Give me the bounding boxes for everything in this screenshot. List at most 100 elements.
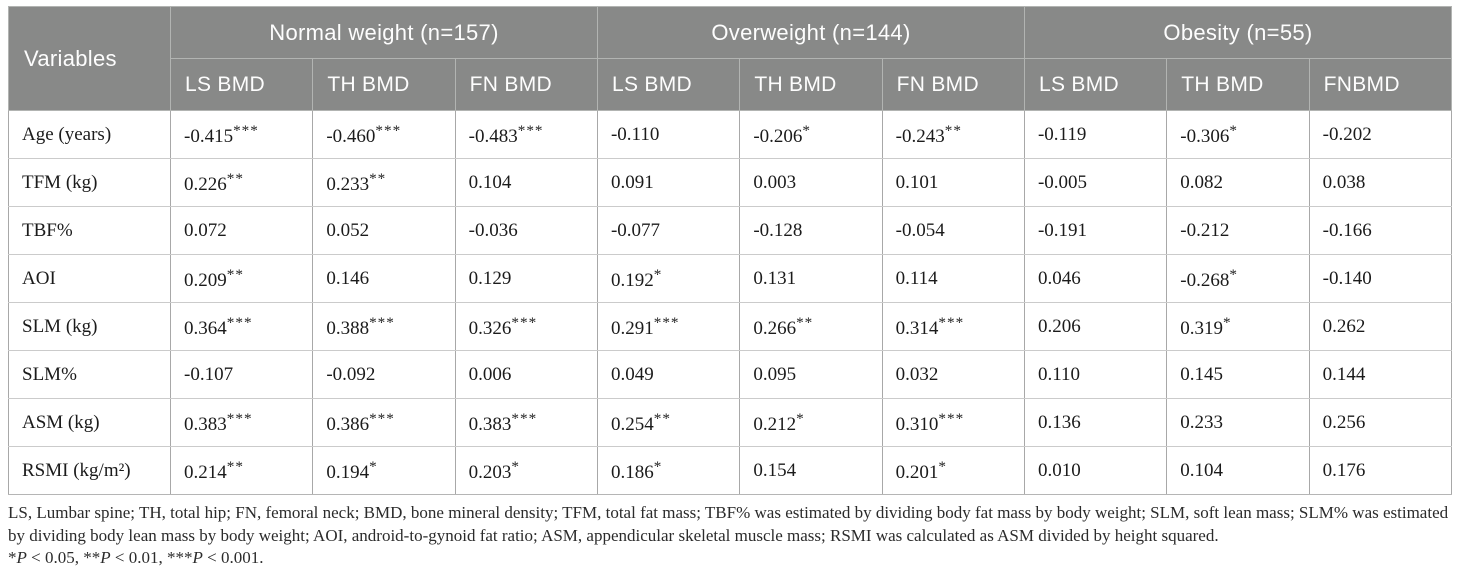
significance-stars: *: [938, 457, 947, 475]
cell-value: 0.186*: [596, 446, 741, 495]
cell-value: -0.306*: [1166, 110, 1310, 159]
significance-stars: **: [369, 169, 387, 187]
cell-value: 0.129: [454, 254, 598, 303]
cell-value: -0.415***: [169, 110, 314, 159]
col-header: LS BMD: [169, 58, 314, 111]
cell-value: 0.319*: [1166, 302, 1310, 351]
cell-value: 0.256: [1308, 398, 1453, 447]
cell-value: 0.104: [454, 158, 598, 207]
table-row: RSMI (kg/m²) 0.214** 0.194* 0.203* 0.186* 0.1…: [8, 446, 1453, 495]
significance-stars: ***: [511, 313, 538, 331]
significance-stars: ***: [375, 121, 402, 139]
cell-value: 0.226**: [169, 158, 314, 207]
cell-value: 0.176: [1308, 446, 1453, 495]
col-header: FNBMD: [1308, 58, 1453, 111]
col-header: FN BMD: [454, 58, 598, 111]
significance-note: *P < 0.05, **P < 0.01, ***P < 0.001.: [8, 548, 264, 568]
variable-label: SLM (kg): [8, 302, 171, 351]
cell-value: 0.326***: [454, 302, 598, 351]
table-body: Age (years) -0.415*** -0.460*** -0.483*** -0…: [8, 110, 1453, 495]
group-header-row: Variables Normal weight (n=157) Overweig…: [8, 6, 1453, 111]
significance-stars: *: [369, 457, 378, 475]
cell-value: 0.038: [1308, 158, 1453, 207]
significance-stars: *: [653, 265, 663, 283]
table-row: SLM% -0.107 -0.092 0.006 0.049 0.095 0.032 0.11…: [8, 350, 1453, 399]
group-header-overweight: Overweight (n=144): [596, 6, 1025, 59]
cell-value: 0.206: [1023, 302, 1168, 351]
significance-stars: ***: [511, 409, 538, 427]
significance-stars: ***: [938, 313, 965, 331]
significance-stars: ***: [938, 409, 965, 427]
cell-value: 0.131: [739, 254, 883, 303]
correlation-table: Variables Normal weight (n=157) Overweig…: [8, 6, 1453, 495]
col-header: LS BMD: [596, 58, 741, 111]
group-header-normal-weight: Normal weight (n=157): [170, 6, 598, 59]
cell-value: -0.119: [1023, 110, 1168, 159]
cell-value: 0.233**: [312, 158, 456, 207]
cell-value: -0.036: [454, 206, 598, 255]
significance-stars: **: [226, 457, 244, 475]
cell-value: 0.262: [1308, 302, 1453, 351]
cell-value: -0.206*: [739, 110, 883, 159]
significance-stars: **: [653, 409, 671, 427]
footnote-abbreviations: LS, Lumbar spine; TH, total hip; FN, fem…: [8, 503, 1449, 545]
cell-value: 0.314***: [881, 302, 1025, 351]
table-row: SLM (kg) 0.364*** 0.388*** 0.326*** 0.291***…: [8, 302, 1453, 351]
cell-value: 0.101: [881, 158, 1025, 207]
group-header-obesity: Obesity (n=55): [1023, 6, 1453, 59]
table-row: AOI 0.209** 0.146 0.129 0.192* 0.131 0.114 0.04…: [8, 254, 1453, 303]
table-row: TFM (kg) 0.226** 0.233** 0.104 0.091 0.003 0.1…: [8, 158, 1453, 207]
col-header: TH BMD: [312, 58, 456, 111]
table-footnote: LS, Lumbar spine; TH, total hip; FN, fem…: [8, 502, 1452, 570]
significance-stars: ***: [369, 313, 395, 331]
cell-value: -0.166: [1308, 206, 1453, 255]
significance-stars: *: [1229, 265, 1238, 283]
cell-value: 0.052: [312, 206, 456, 255]
variable-label: RSMI (kg/m²): [8, 446, 171, 495]
cell-value: 0.049: [596, 350, 741, 399]
cell-value: 0.214**: [169, 446, 314, 495]
cell-value: 0.364***: [169, 302, 314, 351]
cell-value: 0.144: [1308, 350, 1453, 399]
significance-stars: *: [1229, 121, 1238, 139]
cell-value: 0.388***: [312, 302, 456, 351]
cell-value: 0.154: [739, 446, 883, 495]
significance-stars: ***: [226, 313, 253, 331]
cell-value: -0.128: [739, 206, 883, 255]
significance-stars: *: [802, 121, 811, 139]
cell-value: 0.212*: [739, 398, 883, 447]
cell-value: 0.201*: [881, 446, 1025, 495]
cell-value: 0.209**: [169, 254, 314, 303]
cell-value: 0.254**: [596, 398, 741, 447]
cell-value: 0.146: [312, 254, 456, 303]
col-header: TH BMD: [1166, 58, 1310, 111]
variable-label: ASM (kg): [8, 398, 171, 447]
cell-value: 0.310***: [881, 398, 1025, 447]
cell-value: 0.072: [169, 206, 314, 255]
col-header: TH BMD: [739, 58, 883, 111]
significance-stars: *: [653, 457, 663, 475]
cell-value: -0.483***: [454, 110, 598, 159]
variable-label: AOI: [8, 254, 171, 303]
table-row: Age (years) -0.415*** -0.460*** -0.483*** -0…: [8, 110, 1453, 159]
significance-stars: ***: [233, 121, 259, 139]
significance-stars: *: [1223, 313, 1232, 331]
significance-stars: ***: [369, 409, 395, 427]
cell-value: 0.104: [1166, 446, 1310, 495]
cell-value: 0.046: [1023, 254, 1168, 303]
cell-value: -0.191: [1023, 206, 1168, 255]
cell-value: -0.054: [881, 206, 1025, 255]
table-header: Variables Normal weight (n=157) Overweig…: [8, 6, 1453, 111]
cell-value: 0.194*: [312, 446, 456, 495]
variable-label: TBF%: [8, 206, 171, 255]
variable-label: TFM (kg): [8, 158, 171, 207]
cell-value: -0.077: [596, 206, 741, 255]
significance-stars: **: [944, 121, 962, 139]
cell-value: -0.092: [312, 350, 456, 399]
variables-header-cell: Variables: [8, 6, 171, 111]
significance-stars: ***: [517, 121, 544, 139]
table-row: TBF% 0.072 0.052 -0.036 -0.077 -0.128 -0.054 -0…: [8, 206, 1453, 255]
cell-value: -0.268*: [1166, 254, 1310, 303]
cell-value: 0.114: [881, 254, 1025, 303]
cell-value: 0.095: [739, 350, 883, 399]
